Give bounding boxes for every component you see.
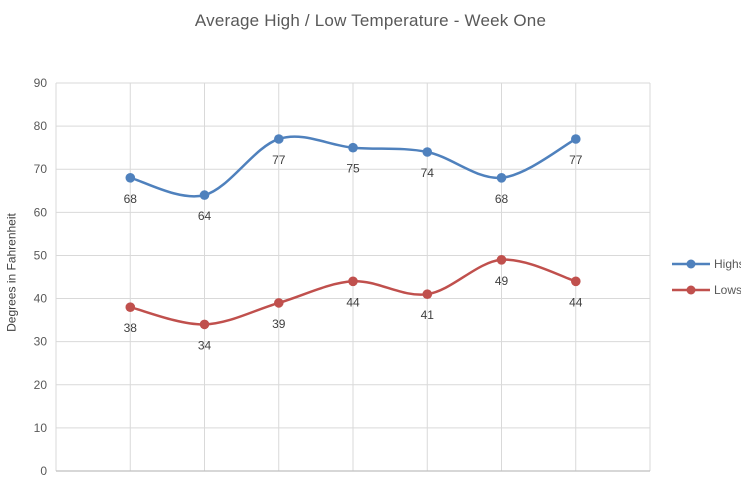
lows-marker	[571, 276, 581, 287]
y-tick-label: 80	[34, 119, 48, 133]
highs-data-label: 64	[198, 209, 212, 223]
lows-data-label: 44	[346, 295, 360, 309]
y-tick-label: 0	[40, 464, 47, 478]
y-tick-label: 90	[34, 76, 48, 90]
y-tick-label: 60	[34, 205, 48, 219]
highs-data-label: 74	[421, 166, 435, 180]
lows-data-label: 41	[421, 308, 435, 322]
lows-line-marker-icon	[672, 285, 710, 294]
highs-marker	[496, 173, 507, 183]
y-tick-label: 40	[34, 292, 48, 306]
y-tick-label: 70	[34, 162, 48, 176]
lows-marker	[274, 298, 284, 308]
highs-data-label: 68	[495, 192, 509, 206]
lows-marker	[422, 289, 433, 300]
legend: Highs Lows	[671, 252, 741, 301]
lows-marker	[496, 254, 507, 265]
lows-marker	[348, 276, 358, 287]
legend-item-lows: Lows	[671, 278, 741, 301]
y-tick-label: 10	[34, 421, 48, 435]
lows-data-label: 44	[569, 295, 583, 309]
lows-marker	[199, 319, 210, 330]
highs-marker	[274, 134, 284, 144]
highs-data-label: 75	[346, 162, 360, 176]
highs-marker	[199, 190, 210, 200]
highs-data-label: 68	[124, 192, 138, 206]
highs-marker	[348, 142, 358, 153]
lows-marker	[125, 302, 136, 313]
legend-label-lows: Lows	[714, 282, 741, 297]
legend-label-highs: Highs	[714, 256, 741, 271]
y-tick-label: 20	[34, 378, 48, 392]
lows-data-label: 38	[124, 321, 138, 335]
highs-line-marker-icon	[672, 259, 710, 268]
y-tick-label: 50	[34, 248, 48, 262]
legend-item-highs: Highs	[671, 252, 741, 275]
lows-data-label: 39	[272, 317, 286, 331]
y-tick-label: 30	[34, 335, 48, 349]
chart-title: Average High / Low Temperature - Week On…	[194, 11, 547, 30]
highs-marker	[125, 173, 136, 183]
lows-data-label: 34	[198, 338, 212, 352]
highs-marker	[422, 147, 433, 157]
lows-data-label: 49	[495, 274, 509, 288]
highs-marker	[571, 134, 581, 144]
highs-data-label: 77	[569, 153, 583, 167]
highs-data-label: 77	[272, 153, 286, 167]
